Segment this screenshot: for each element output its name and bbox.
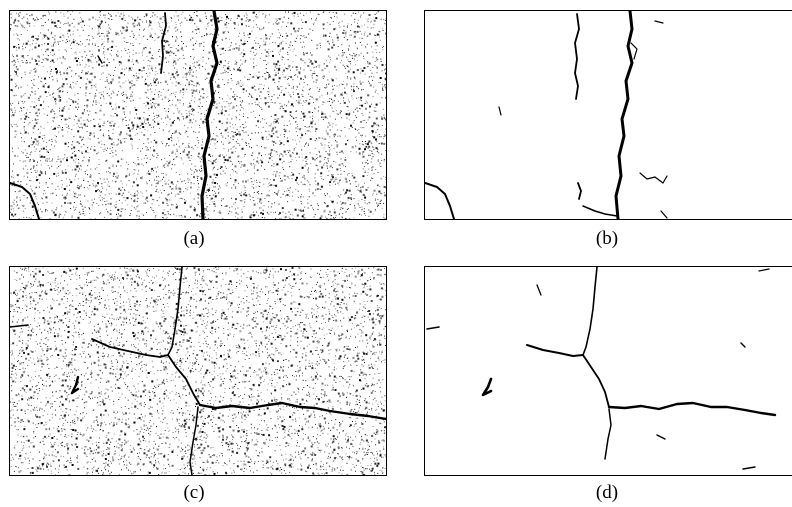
image-panel-b (424, 10, 792, 220)
caption-b: (b) (595, 228, 619, 249)
noisy-crack-image-a (10, 11, 386, 219)
image-panel-c (9, 266, 387, 476)
caption-c: (c) (183, 482, 205, 503)
segmented-crack-image-b (425, 11, 668, 219)
segmented-crack-image-d (426, 267, 777, 470)
image-panel-a (9, 10, 387, 220)
noisy-crack-image-c (10, 267, 386, 475)
image-panel-d (424, 266, 792, 476)
caption-d: (d) (595, 482, 619, 503)
caption-a: (a) (183, 228, 205, 249)
